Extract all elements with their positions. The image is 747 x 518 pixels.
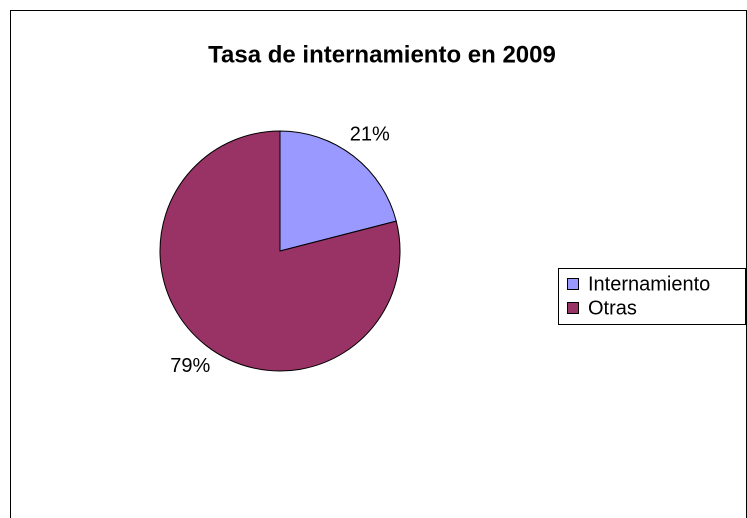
legend-box (558, 268, 746, 325)
legend-label: Internamiento (588, 273, 710, 295)
legend-swatch (567, 302, 579, 314)
data-label: 21% (350, 124, 390, 146)
legend-swatch (567, 278, 579, 290)
chart-title: Tasa de internamiento en 2009 (208, 41, 556, 68)
data-label: 79% (170, 355, 210, 377)
pie-slice (279, 130, 397, 252)
pie-slice (159, 130, 401, 372)
legend-label: Otras (588, 297, 637, 319)
